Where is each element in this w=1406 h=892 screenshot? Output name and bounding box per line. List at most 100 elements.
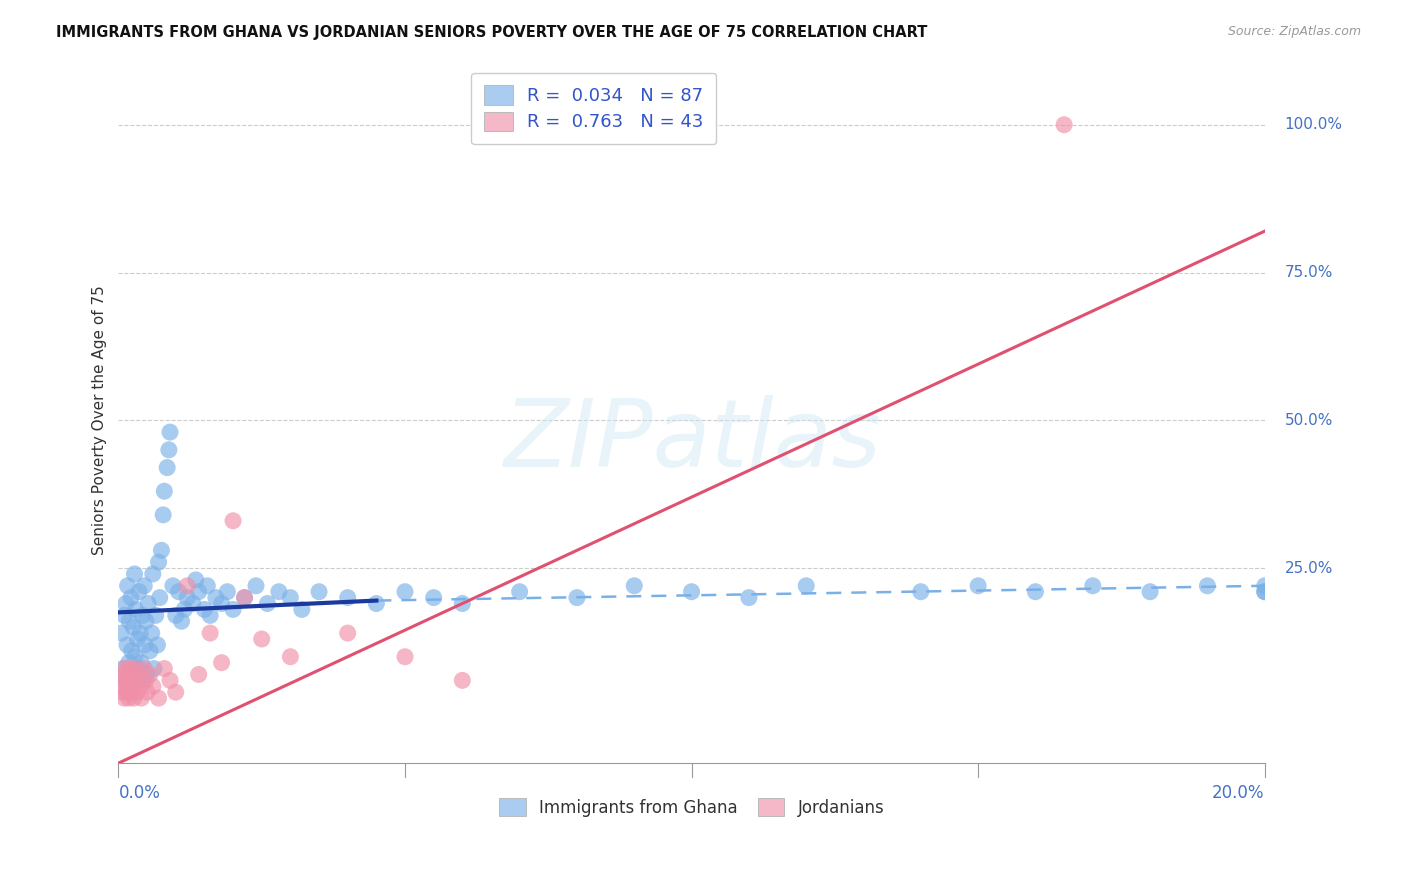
Text: ZIPatlas: ZIPatlas [502, 395, 880, 486]
Point [366, 597, 388, 611]
Point [217, 584, 239, 599]
Point [121, 667, 143, 681]
Point [125, 673, 148, 688]
Point [114, 673, 136, 688]
Point [167, 584, 190, 599]
Point [110, 626, 132, 640]
Text: IMMIGRANTS FROM GHANA VS JORDANIAN SENIORS POVERTY OVER THE AGE OF 75 CORRELATIO: IMMIGRANTS FROM GHANA VS JORDANIAN SENIO… [56, 25, 928, 40]
Point [118, 614, 141, 628]
Text: 20.0%: 20.0% [1212, 784, 1265, 802]
Point [967, 579, 990, 593]
Point [111, 667, 134, 681]
Point [124, 602, 146, 616]
Point [738, 591, 761, 605]
Point [114, 673, 136, 688]
Point [145, 608, 167, 623]
Point [280, 591, 302, 605]
Text: 75.0%: 75.0% [1285, 265, 1333, 280]
Point [125, 685, 148, 699]
Text: 25.0%: 25.0% [1285, 560, 1333, 575]
Point [211, 597, 233, 611]
Point [1197, 579, 1219, 593]
Point [118, 673, 141, 688]
Point [129, 679, 152, 693]
Point [124, 566, 146, 581]
Point [120, 685, 142, 699]
Point [233, 591, 256, 605]
Text: 0.0%: 0.0% [118, 784, 160, 802]
Point [124, 673, 146, 688]
Point [114, 661, 136, 675]
Point [222, 602, 245, 616]
Point [131, 656, 153, 670]
Point [509, 584, 531, 599]
Point [153, 661, 176, 675]
Point [336, 591, 359, 605]
Point [134, 661, 156, 675]
Point [124, 649, 146, 664]
Point [222, 514, 245, 528]
Point [142, 566, 165, 581]
Point [198, 608, 221, 623]
Point [336, 626, 359, 640]
Point [565, 591, 588, 605]
Point [112, 608, 135, 623]
Point [136, 667, 159, 681]
Point [136, 685, 159, 699]
Point [112, 691, 135, 706]
Point [159, 673, 181, 688]
Point [1139, 584, 1161, 599]
Point [131, 691, 153, 706]
Point [118, 691, 141, 706]
Point [211, 656, 233, 670]
Point [280, 649, 302, 664]
Point [794, 579, 817, 593]
Point [121, 644, 143, 658]
Point [681, 584, 703, 599]
Point [149, 591, 172, 605]
Point [128, 661, 150, 675]
Point [121, 679, 143, 693]
Point [153, 484, 176, 499]
Point [195, 579, 218, 593]
Point [451, 597, 474, 611]
Point [124, 661, 146, 675]
Point [136, 597, 159, 611]
Point [256, 597, 278, 611]
Point [115, 638, 138, 652]
Point [127, 632, 149, 646]
Text: 50.0%: 50.0% [1285, 413, 1333, 428]
Point [187, 667, 209, 681]
Point [112, 679, 135, 693]
Point [394, 649, 416, 664]
Point [141, 626, 163, 640]
Point [198, 626, 221, 640]
Point [233, 591, 256, 605]
Point [267, 584, 290, 599]
Point [291, 602, 314, 616]
Point [1053, 118, 1076, 132]
Point [134, 638, 156, 652]
Point [118, 656, 141, 670]
Y-axis label: Seniors Poverty Over the Age of 75: Seniors Poverty Over the Age of 75 [93, 285, 107, 555]
Point [176, 579, 198, 593]
Point [139, 667, 162, 681]
Point [152, 508, 174, 522]
Point [1254, 584, 1277, 599]
Point [132, 673, 155, 688]
Point [117, 679, 139, 693]
Point [110, 685, 132, 699]
Point [1254, 584, 1277, 599]
Point [134, 579, 156, 593]
Point [1024, 584, 1046, 599]
Point [142, 679, 165, 693]
Point [148, 555, 170, 569]
Point [910, 584, 932, 599]
Point [128, 584, 150, 599]
Point [150, 543, 173, 558]
Point [176, 591, 198, 605]
Point [187, 584, 209, 599]
Point [159, 425, 181, 439]
Text: Source: ZipAtlas.com: Source: ZipAtlas.com [1227, 25, 1361, 38]
Point [157, 442, 180, 457]
